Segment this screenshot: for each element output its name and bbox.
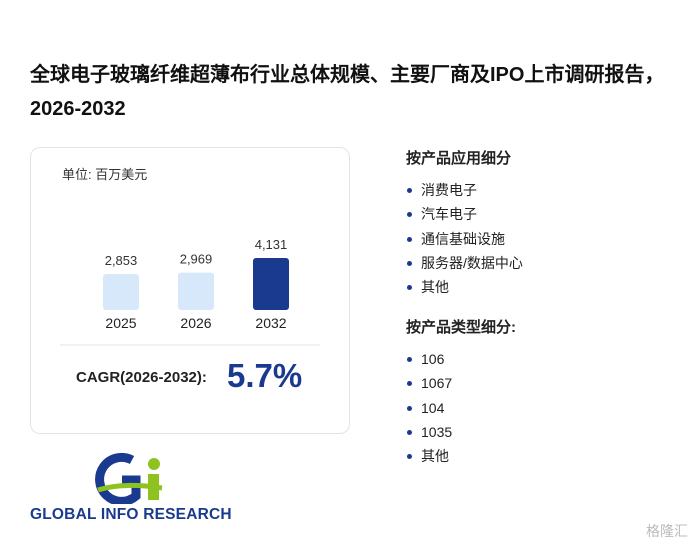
x-tick-label: 2025 bbox=[105, 315, 136, 331]
segment-item: 106 bbox=[406, 347, 516, 371]
segment-item: 服务器/数据中心 bbox=[406, 251, 523, 275]
bar bbox=[178, 272, 214, 310]
segment-item: 其他 bbox=[406, 275, 523, 299]
unit: 单位: 百万美元 bbox=[62, 167, 148, 182]
segment-list: 106 1067 104 1035 其他 bbox=[406, 347, 516, 468]
segment-item: 通信基础设施 bbox=[406, 227, 523, 251]
x-tick-label: 2026 bbox=[180, 315, 211, 331]
chart: 2,853 2025 2,969 2026 4,131 2032 bbox=[60, 237, 320, 346]
watermark: 格隆汇 bbox=[646, 523, 688, 539]
segment-item: 消费电子 bbox=[406, 178, 523, 202]
title: 全球电子玻璃纤维超薄布行业总体规模、主要厂商及IPO上市调研报告，2026-20… bbox=[30, 64, 665, 120]
value-label: 4,131 bbox=[255, 237, 288, 252]
segment-item: 其他 bbox=[406, 444, 516, 468]
segment-item: 汽车电子 bbox=[406, 202, 523, 226]
bar bbox=[253, 258, 289, 310]
segment-title: 按产品类型细分: bbox=[406, 319, 516, 336]
segment-list: 消费电子 汽车电子 通信基础设施 服务器/数据中心 其他 bbox=[406, 178, 523, 299]
cagr-label: CAGR(2026-2032): bbox=[76, 369, 207, 386]
bar bbox=[103, 274, 139, 310]
segment-item: 1067 bbox=[406, 371, 516, 395]
value-label: 2,969 bbox=[180, 252, 213, 267]
cagr-value: 5.7% bbox=[227, 357, 303, 394]
segment: 按产品类型细分: 106 1067 104 1035 其他 bbox=[406, 316, 516, 468]
segment-title: 按产品应用细分 bbox=[406, 150, 512, 167]
card bbox=[30, 147, 350, 434]
logo-text: GLOBAL INFO RESEARCH bbox=[30, 506, 232, 523]
x-tick-label: 2032 bbox=[255, 315, 286, 331]
segment-item: 104 bbox=[406, 396, 516, 420]
segment: 按产品应用细分 消费电子 汽车电子 通信基础设施 服务器/数据中心 其他 bbox=[406, 147, 523, 299]
value-label: 2,853 bbox=[105, 253, 138, 268]
logo-mark bbox=[95, 452, 163, 504]
segment-item: 1035 bbox=[406, 420, 516, 444]
